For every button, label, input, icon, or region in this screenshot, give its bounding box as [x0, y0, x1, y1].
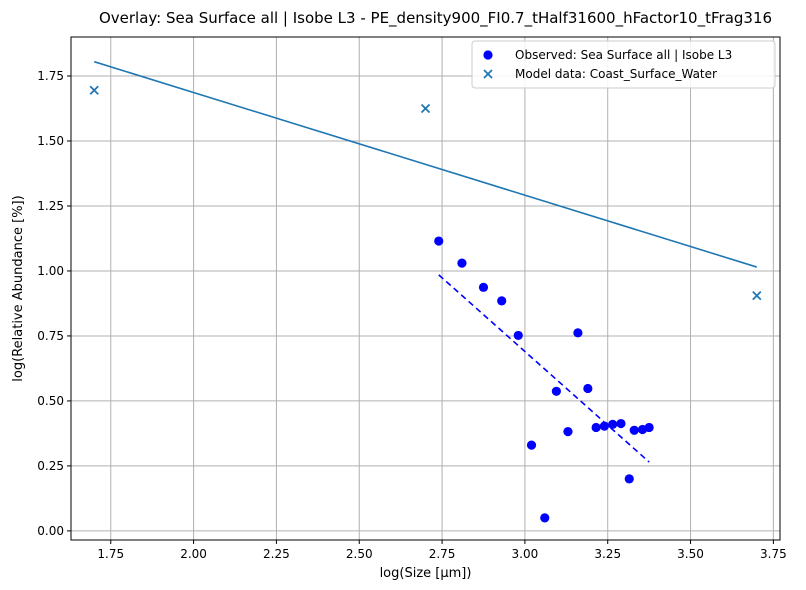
observed-point — [629, 425, 639, 435]
y-tick-label: 0.00 — [37, 524, 64, 538]
y-tick-label: 1.00 — [37, 264, 64, 278]
model-point — [89, 85, 99, 95]
x-tick-label: 2.25 — [263, 547, 290, 561]
legend-box — [471, 40, 776, 89]
x-tick-label: 1.75 — [97, 547, 124, 561]
observed-point — [608, 419, 618, 429]
observed-point — [624, 474, 634, 484]
observed-point — [526, 440, 537, 450]
legend-marker-stroke — [483, 69, 493, 79]
observed-point — [457, 258, 467, 268]
model-fit-line — [93, 60, 758, 268]
observed-point — [434, 236, 444, 246]
legend-label: Observed: Sea Surface all | Isobe L3 — [515, 48, 732, 62]
observed-point — [551, 386, 561, 396]
data-points — [89, 85, 762, 523]
legend: Observed: Sea Surface all | Isobe L3 Mode… — [471, 40, 776, 89]
x-tick-label: 3.50 — [677, 547, 704, 561]
fit-lines — [93, 60, 758, 463]
chart-title: Overlay: Sea Surface all | Isobe L3 - PE… — [99, 9, 772, 28]
observed-point — [513, 330, 523, 341]
model-point-stroke — [420, 103, 431, 114]
x-tick-label: 2.75 — [429, 547, 456, 561]
model-point-stroke — [89, 85, 99, 95]
observed-point — [583, 383, 593, 394]
observed-point — [644, 422, 654, 433]
y-tick-label: 0.50 — [37, 394, 64, 408]
y-tick-label: 0.25 — [37, 459, 64, 473]
legend-marker-observed — [483, 50, 493, 60]
grid-lines — [71, 37, 780, 540]
x-tick-label: 3.75 — [760, 547, 787, 561]
observed-point — [616, 418, 626, 429]
observed-fit-line — [438, 274, 650, 463]
observed-point — [599, 421, 610, 431]
observed-point — [591, 422, 601, 433]
legend-marker-model — [483, 69, 493, 79]
observed-point — [540, 513, 550, 523]
observed-point — [497, 296, 507, 306]
y-tick-label: 0.75 — [37, 329, 64, 343]
y-tick-label: 1.75 — [37, 69, 64, 83]
observed-point — [563, 427, 573, 437]
y-axis-ticks: 0.00 0.25 0.50 0.75 1.00 1.25 1.50 1.75 — [37, 69, 71, 538]
legend-label: Model data: Coast_Surface_Water — [515, 67, 717, 81]
y-axis-label: log(Relative Abundance [%]) — [11, 195, 26, 381]
y-tick-label: 1.50 — [37, 134, 64, 148]
observed-point — [478, 282, 489, 292]
x-tick-label: 3.00 — [512, 547, 539, 561]
x-tick-label: 3.25 — [594, 547, 621, 561]
plot-frame — [70, 36, 781, 541]
x-tick-label: 2.50 — [346, 547, 373, 561]
model-point — [420, 103, 431, 114]
y-tick-label: 1.25 — [37, 199, 64, 213]
model-point — [752, 291, 762, 301]
observed-point — [573, 328, 583, 338]
model-point-stroke — [752, 291, 762, 301]
x-axis-label: log(Size [µm]) — [380, 566, 472, 581]
x-axis-ticks: 1.75 2.00 2.25 2.50 2.75 3.00 3.25 3.50 3.75 — [97, 540, 787, 561]
x-tick-label: 2.00 — [180, 547, 207, 561]
